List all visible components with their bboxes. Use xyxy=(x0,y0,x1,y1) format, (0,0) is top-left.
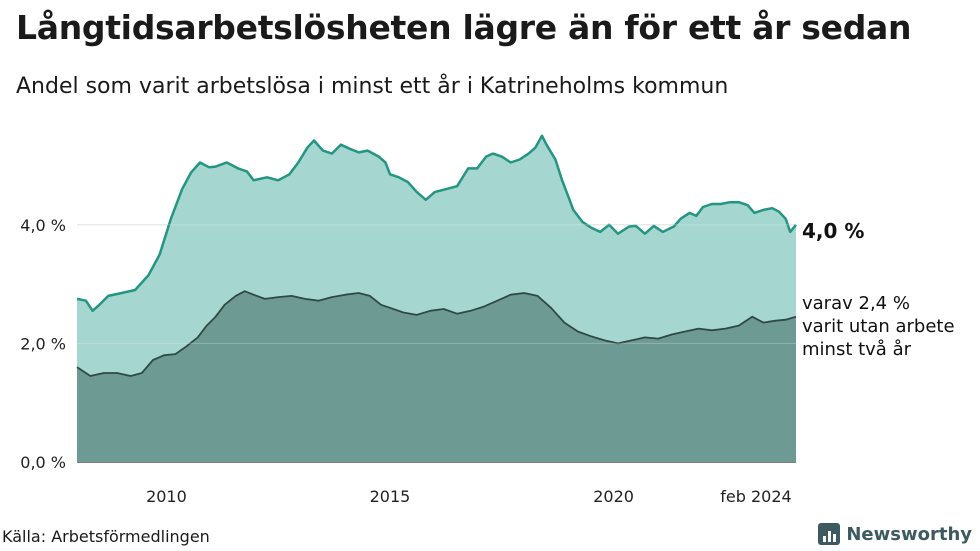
chart-subtitle: Andel som varit arbetslösa i minst ett å… xyxy=(16,74,729,99)
total-line xyxy=(76,134,797,313)
y-tick-label-2: 4,0 % xyxy=(20,216,66,235)
sub-label-line-2: varit utan arbete xyxy=(802,316,955,337)
y-tick-label-0: 0,0 % xyxy=(20,453,66,472)
chart-title: Långtidsarbetslösheten lägre än för ett … xyxy=(16,8,912,47)
newsworthy-logo: Newsworthy xyxy=(818,523,972,545)
y-axis-ticks: 0,0 % 2,0 % 4,0 % xyxy=(20,216,66,472)
brand-name: Newsworthy xyxy=(846,523,972,545)
x-axis-ticks: 2010 2015 2020 feb 2024 xyxy=(146,487,792,506)
source-note: Källa: Arbetsförmedlingen xyxy=(2,527,210,546)
x-tick-label-0: 2010 xyxy=(146,487,187,506)
sub-line xyxy=(76,290,797,377)
grid-overlay xyxy=(77,224,796,344)
x-tick-label-1: 2015 xyxy=(370,487,411,506)
x-tick-label-3: feb 2024 xyxy=(720,487,791,506)
sub-label-line-1: varav 2,4 % xyxy=(802,293,910,314)
sub-label-line-3: minst två år xyxy=(802,339,912,360)
sub-area xyxy=(77,291,796,462)
bar-chart-icon xyxy=(818,523,841,545)
x-tick-label-2: 2020 xyxy=(593,487,634,506)
total-value-label: 4,0 % xyxy=(802,219,864,243)
y-tick-label-1: 2,0 % xyxy=(20,334,66,353)
